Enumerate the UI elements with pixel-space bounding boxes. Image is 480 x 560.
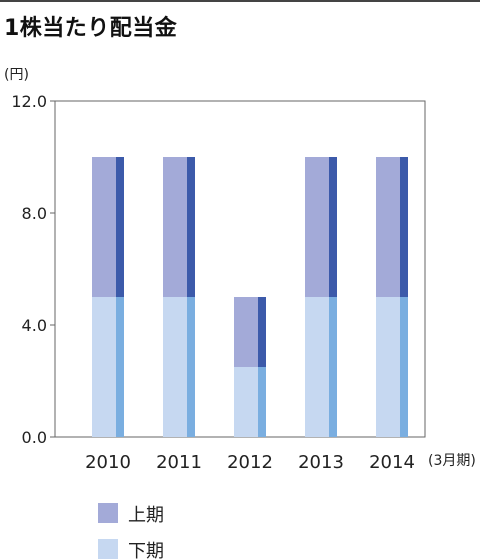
bar-segment <box>92 157 116 297</box>
bar-segment <box>163 157 187 297</box>
top-rule <box>0 0 480 2</box>
bar-segment <box>376 297 400 437</box>
bar-segment-edge <box>116 297 124 437</box>
legend-label: 上期 <box>128 505 164 526</box>
y-axis-unit-label: (円) <box>4 67 29 83</box>
plot-area: 0.0 4.0 8.0 12.0 2010 2011 2012 2013 2014 <box>11 92 426 473</box>
x-tick-label: 2014 <box>369 452 415 473</box>
bar-segment <box>163 297 187 437</box>
bar-segment-edge <box>329 157 337 297</box>
x-tick-label: 2010 <box>85 452 131 473</box>
bar-segment <box>234 367 258 437</box>
chart-title: 1株当たり配当金 <box>4 16 178 41</box>
x-axis-unit-label: (3月期) <box>428 453 476 469</box>
x-tick-label: 2013 <box>298 452 344 473</box>
bar-segment-edge <box>187 157 195 297</box>
bar-segment-edge <box>258 297 266 367</box>
y-tick-label: 12.0 <box>11 92 47 111</box>
bar-segment-edge <box>329 297 337 437</box>
bar-segment <box>376 157 400 297</box>
y-tick-label: 0.0 <box>22 428 47 447</box>
legend-label: 下期 <box>128 541 164 560</box>
legend-swatch <box>98 539 118 559</box>
bar-segment-edge <box>187 297 195 437</box>
bar-segment-edge <box>400 157 408 297</box>
x-tick-label: 2012 <box>227 452 273 473</box>
bar-segment <box>305 297 329 437</box>
y-tick-label: 4.0 <box>22 316 47 335</box>
legend-swatch <box>98 503 118 523</box>
y-tick-label: 8.0 <box>22 204 47 223</box>
bar-segment <box>234 297 258 367</box>
x-tick-label: 2011 <box>156 452 202 473</box>
bar-segment-edge <box>258 367 266 437</box>
bar-segment-edge <box>116 157 124 297</box>
bar-segment-edge <box>400 297 408 437</box>
bar-segment <box>92 297 116 437</box>
bar-segment <box>305 157 329 297</box>
